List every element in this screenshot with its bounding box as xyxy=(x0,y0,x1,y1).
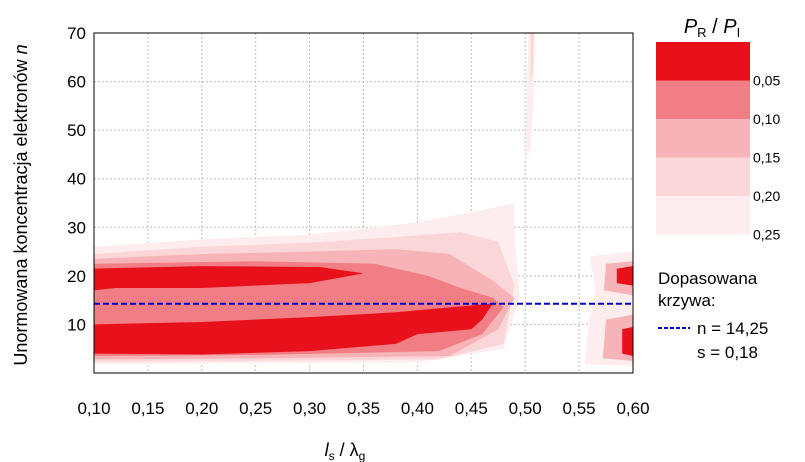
x-tick-label: 0,55 xyxy=(563,399,596,418)
contour-band xyxy=(94,303,493,355)
x-axis-label: ls / λg xyxy=(325,440,366,462)
y-tick-label: 20 xyxy=(67,267,86,286)
fit-legend-n: n = 14,25 xyxy=(697,319,768,338)
x-tick-label: 0,10 xyxy=(77,399,110,418)
contour-band xyxy=(94,266,364,291)
y-ticks: 10 20 30 40 50 60 70 xyxy=(67,24,86,334)
x-tick-label: 0,45 xyxy=(455,399,488,418)
y-axis-label: Unormowana koncentracja elektronów n xyxy=(11,44,31,365)
x-tick-label: 0,35 xyxy=(347,399,380,418)
fit-legend-title-2: krzywa: xyxy=(658,291,716,310)
contour-band xyxy=(530,33,534,82)
colorbar-swatch xyxy=(656,196,750,235)
colorbar-label: 0,20 xyxy=(753,188,780,204)
colorbar-swatch xyxy=(656,157,750,196)
colorbar-swatch xyxy=(656,119,750,158)
y-tick-label: 40 xyxy=(67,170,86,189)
colorbar: 0,05 0,10 0,15 0,20 0,25 xyxy=(656,42,780,243)
contour-bands xyxy=(94,33,633,366)
contour-band xyxy=(622,326,633,356)
colorbar-swatch xyxy=(656,42,750,81)
colorbar-label: 0,15 xyxy=(753,150,780,166)
x-tick-label: 0,60 xyxy=(616,399,649,418)
plot-border xyxy=(93,32,634,374)
x-tick-label: 0,25 xyxy=(239,399,272,418)
x-tick-label: 0,40 xyxy=(401,399,434,418)
x-tick-label: 0,20 xyxy=(185,399,218,418)
y-tick-label: 30 xyxy=(67,218,86,237)
fit-legend-s: s = 0,18 xyxy=(697,343,758,362)
colorbar-label: 0,25 xyxy=(753,227,780,243)
x-tick-label: 0,15 xyxy=(131,399,164,418)
contour-band xyxy=(616,266,633,286)
colorbar-title: PR / PI xyxy=(684,16,740,40)
x-tick-label: 0,50 xyxy=(509,399,542,418)
colorbar-label: 0,05 xyxy=(753,73,780,89)
colorbar-label: 0,10 xyxy=(753,111,780,127)
y-tick-label: 60 xyxy=(67,73,86,92)
fit-legend-title-1: Dopasowana xyxy=(658,269,758,288)
x-tick-label: 0,30 xyxy=(293,399,326,418)
y-tick-label: 50 xyxy=(67,121,86,140)
y-tick-label: 70 xyxy=(67,24,86,43)
colorbar-swatch xyxy=(656,80,750,119)
y-tick-label: 10 xyxy=(67,315,86,334)
x-ticks: 0,10 0,15 0,20 0,25 0,30 0,35 0,40 0,45 0,50 0,55… xyxy=(77,399,649,418)
